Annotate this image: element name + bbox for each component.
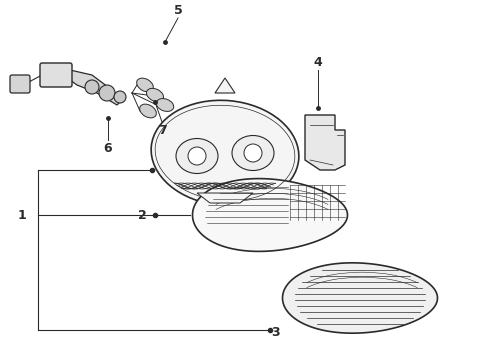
Text: 7: 7 [158,123,167,136]
Ellipse shape [140,104,156,118]
Ellipse shape [137,78,153,92]
Text: 4: 4 [314,55,322,68]
Text: 6: 6 [104,141,112,154]
Text: 2: 2 [138,208,147,221]
Polygon shape [197,193,253,203]
Ellipse shape [151,100,299,206]
FancyBboxPatch shape [10,75,30,93]
Polygon shape [215,78,235,93]
Ellipse shape [176,139,218,174]
Polygon shape [305,115,345,170]
Text: 5: 5 [173,4,182,17]
Text: 3: 3 [270,327,279,339]
Ellipse shape [99,85,115,101]
Ellipse shape [114,91,126,103]
Ellipse shape [232,135,274,171]
Ellipse shape [156,99,173,112]
FancyBboxPatch shape [40,63,72,87]
Polygon shape [193,179,347,251]
Ellipse shape [85,80,99,94]
Polygon shape [283,263,438,333]
Ellipse shape [147,88,164,102]
Polygon shape [70,70,122,105]
Text: 1: 1 [18,208,26,221]
Ellipse shape [188,147,206,165]
Ellipse shape [244,144,262,162]
